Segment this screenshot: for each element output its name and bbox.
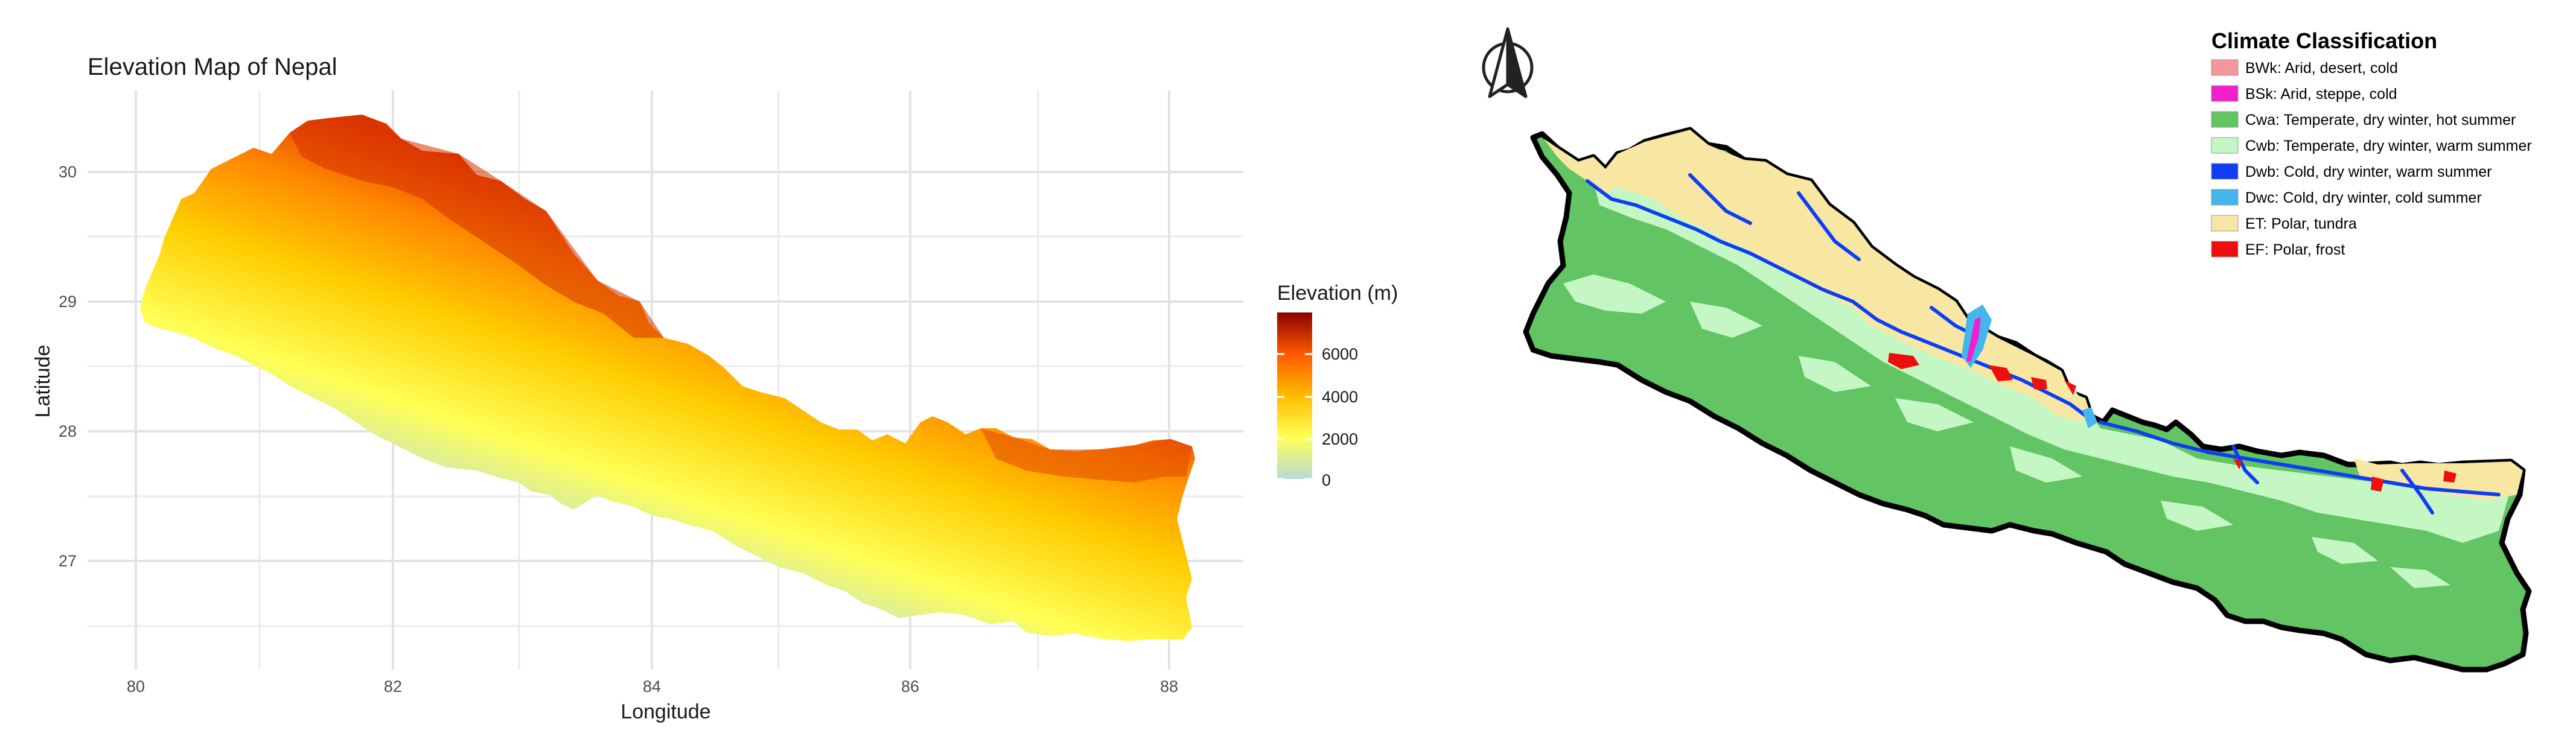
elevation-legend: Elevation (m) 6000 4000 2000 0 [1277, 282, 1398, 489]
legend-entry-bwk: BWk: Arid, desert, cold [2211, 59, 2398, 77]
x-tick-label: 84 [643, 677, 661, 696]
elevation-map-svg: Elevation Map of Nepal [31, 54, 1398, 723]
legend-label: Cwb: Temperate, dry winter, warm summer [2245, 138, 2532, 154]
bsk-zone [1966, 317, 1981, 362]
legend-entry-ef: EF: Polar, frost [2211, 241, 2345, 258]
legend-swatch [2211, 215, 2239, 232]
legend-swatch [2211, 137, 2239, 154]
y-tick-label: 30 [59, 163, 77, 181]
legend-label: EF: Polar, frost [2245, 241, 2345, 258]
legend-entry-bsk: BSk: Arid, steppe, cold [2211, 85, 2397, 103]
legend-tick-label: 2000 [1322, 430, 1358, 448]
legend-label: Dwc: Cold, dry winter, cold summer [2245, 189, 2482, 206]
x-tick-label: 88 [1160, 677, 1178, 696]
x-tick-label: 80 [127, 677, 145, 696]
high-ridge-overlay [290, 115, 664, 338]
legend-colorbar [1277, 312, 1312, 479]
x-tick-label: 86 [901, 677, 919, 696]
legend-swatch [2211, 163, 2239, 180]
ef-zone [1888, 353, 2456, 492]
legend-swatch [2211, 85, 2239, 102]
cwb-patches [1563, 274, 2450, 588]
legend-swatch [2211, 241, 2239, 258]
eastern-ridge-overlay [981, 428, 1192, 483]
legend-entry-cwb: Cwb: Temperate, dry winter, warm summer [2211, 137, 2532, 154]
y-tick-label: 27 [59, 552, 77, 570]
y-axis-title: Latitude [31, 345, 54, 418]
legend-entry-dwc: Dwc: Cold, dry winter, cold summer [2211, 189, 2482, 206]
x-axis-ticks: 80 82 84 86 88 [127, 677, 1178, 696]
legend-tick-label: 0 [1322, 471, 1331, 489]
legend-swatch [2211, 59, 2239, 76]
y-tick-label: 29 [59, 293, 77, 311]
climate-map-svg: Climate Classification BWk: Arid, desert… [1482, 27, 2532, 673]
climate-map-panel: Climate Classification BWk: Arid, desert… [1436, 0, 2576, 748]
climate-legend: Climate Classification BWk: Arid, desert… [2211, 28, 2532, 258]
elevation-map-title: Elevation Map of Nepal [88, 54, 337, 80]
legend-label: Cwa: Temperate, dry winter, hot summer [2245, 112, 2516, 128]
x-tick-label: 82 [384, 677, 402, 696]
legend-label: Dwb: Cold, dry winter, warm summer [2245, 163, 2492, 180]
legend-label: BSk: Arid, steppe, cold [2245, 86, 2397, 103]
elevation-map-panel: Elevation Map of Nepal [31, 54, 1398, 723]
legend-entry-dwb: Dwb: Cold, dry winter, warm summer [2211, 163, 2492, 180]
legend-tick-label: 4000 [1322, 388, 1358, 406]
y-tick-label: 28 [59, 422, 77, 440]
x-axis-title: Longitude [620, 700, 710, 723]
dwb-zone [1586, 173, 2501, 515]
north-arrow-icon [1482, 27, 1534, 98]
legend-entry-et: ET: Polar, tundra [2211, 215, 2357, 232]
legend-swatch [2211, 189, 2239, 206]
nepal-elevation-shape [140, 115, 1195, 641]
legend-entry-cwa: Cwa: Temperate, dry winter, hot summer [2211, 111, 2516, 128]
legend-title: Elevation (m) [1277, 282, 1398, 305]
legend-label: BWk: Arid, desert, cold [2245, 60, 2398, 77]
y-axis-ticks: 30 29 28 27 [59, 163, 77, 570]
et-east-zone [2354, 458, 2523, 501]
climate-legend-title: Climate Classification [2211, 28, 2437, 53]
legend-label: ET: Polar, tundra [2245, 215, 2357, 232]
legend-swatch [2211, 111, 2239, 128]
legend-tick-label: 6000 [1322, 345, 1358, 363]
et-zone [1544, 130, 2091, 422]
